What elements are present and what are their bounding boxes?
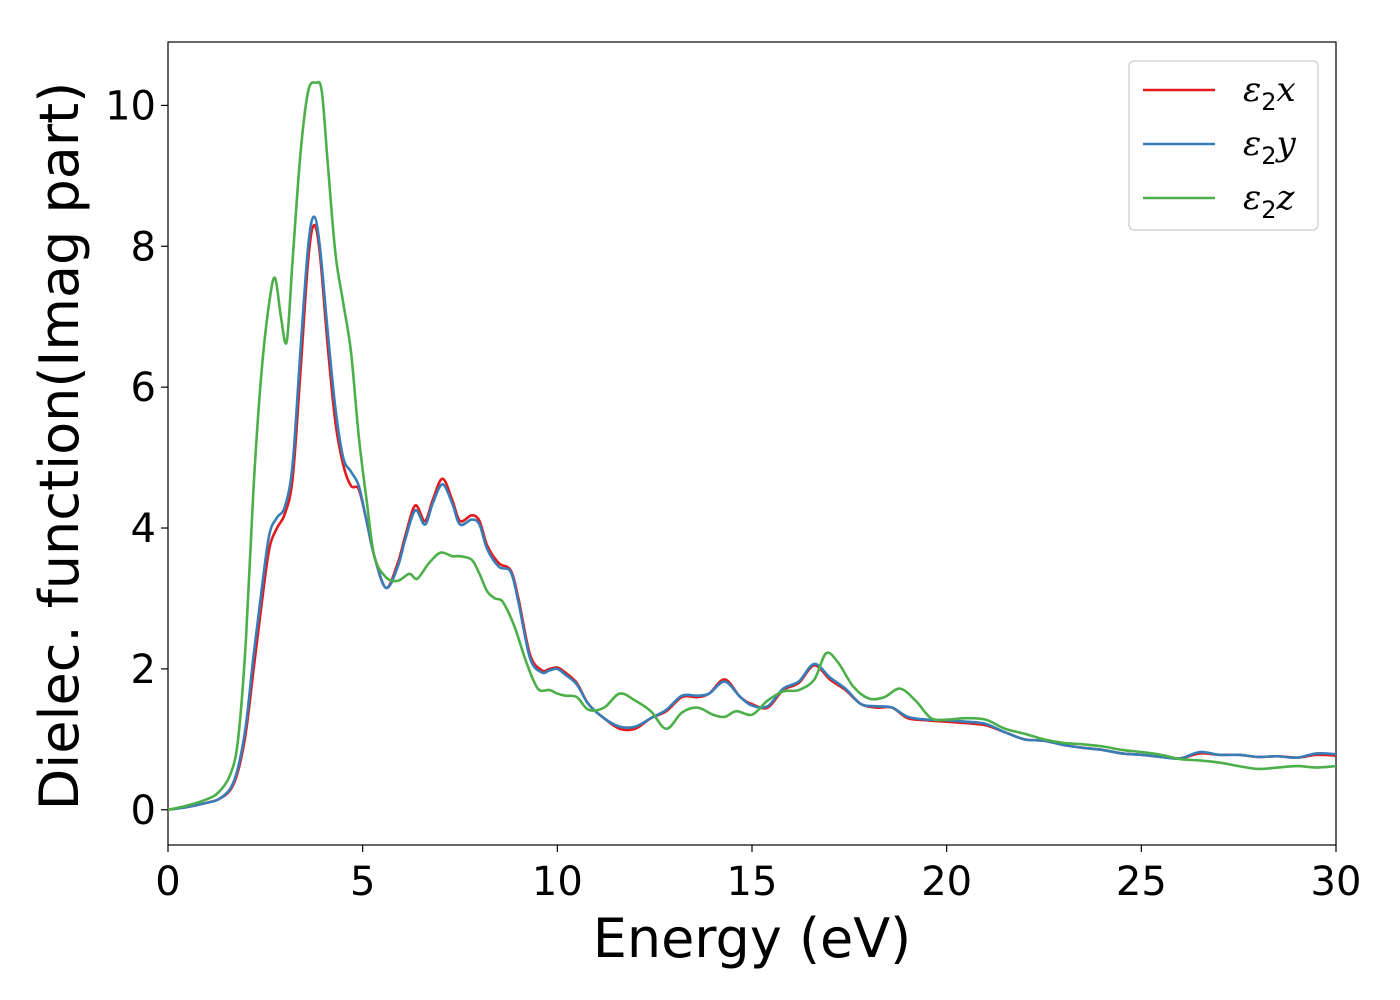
x-tick-label-5: 25 <box>1116 859 1167 905</box>
legend-label-2: ε2z <box>1243 178 1296 224</box>
x-tick-label-6: 30 <box>1311 859 1362 905</box>
series-layer <box>167 80 1337 812</box>
y-tick-label-4: 8 <box>131 224 156 270</box>
x-tick-label-3: 15 <box>727 859 778 905</box>
legend-box <box>1128 60 1319 231</box>
y-tick-label-1: 2 <box>131 647 156 693</box>
y-tick-label-5: 10 <box>105 83 156 129</box>
x-axis-label: Energy (eV) <box>593 907 912 970</box>
series-line-2 <box>167 80 1337 812</box>
x-tick-label-1: 5 <box>350 859 375 905</box>
legend-label-1: ε2y <box>1243 124 1297 170</box>
legend: ε2x ε2y ε2z <box>1128 60 1319 231</box>
y-tick-label-3: 6 <box>131 365 156 411</box>
y-tick-label-0: 0 <box>131 788 156 834</box>
x-axis: 0 5 10 15 20 25 30 <box>155 845 1361 905</box>
y-axis-label: Dielec. function(Imag part) <box>28 82 91 811</box>
x-tick-label-0: 0 <box>155 859 180 905</box>
y-tick-label-2: 4 <box>131 506 156 552</box>
legend-label-0: ε2x <box>1243 70 1296 116</box>
x-tick-label-2: 10 <box>532 859 583 905</box>
y-axis: 0 2 4 6 8 10 <box>105 83 168 834</box>
x-tick-label-4: 20 <box>921 859 972 905</box>
